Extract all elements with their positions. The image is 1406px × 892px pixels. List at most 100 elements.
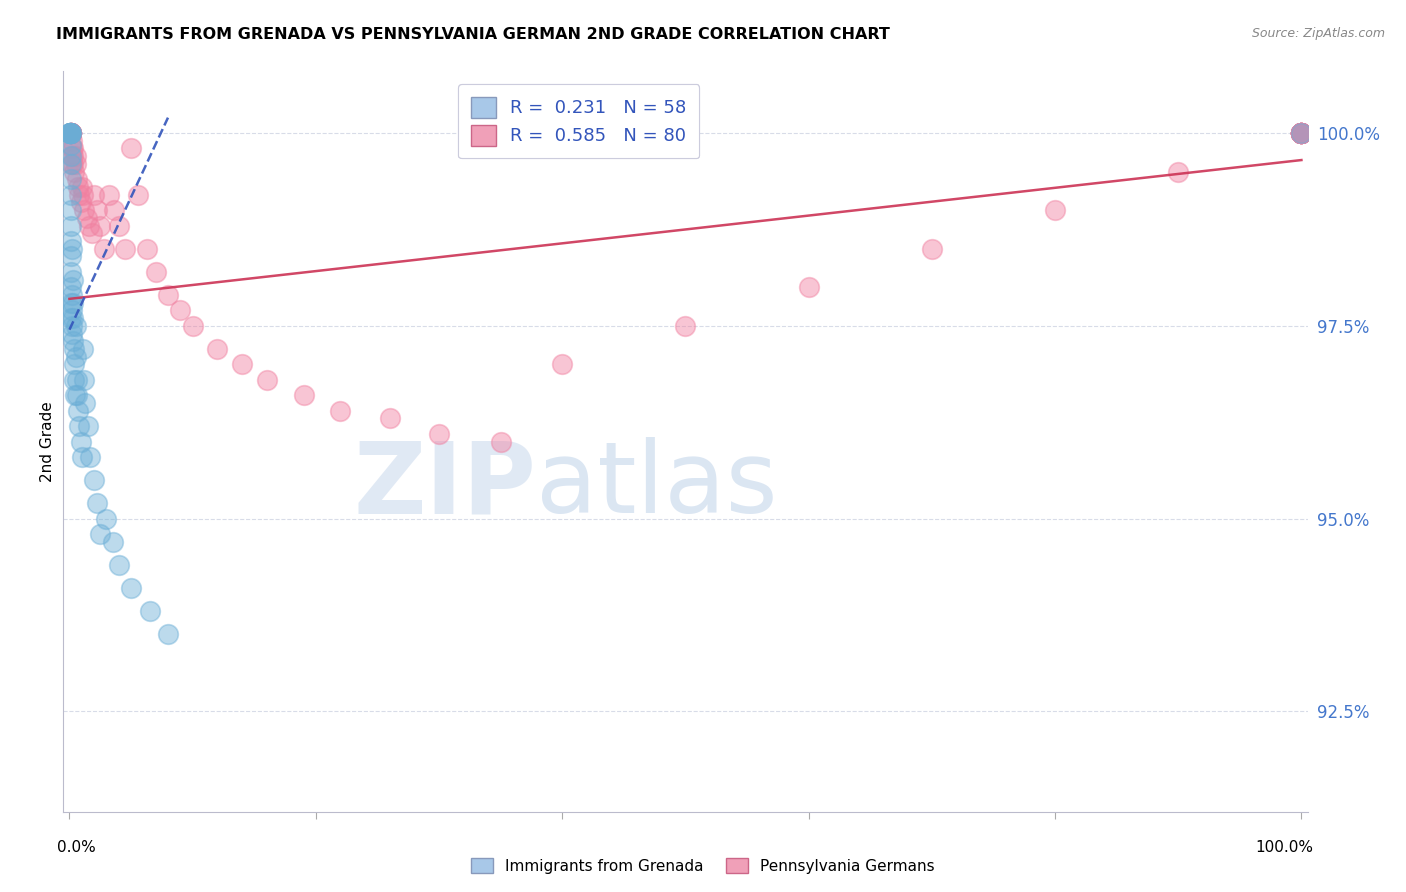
Point: [1291, 126, 1313, 140]
Point: [83, 187, 105, 202]
Point: [62, 295, 84, 310]
Point: [60, 326, 83, 341]
Y-axis label: 2nd Grade: 2nd Grade: [39, 401, 55, 482]
Point: [72, 342, 94, 356]
Point: [59, 219, 82, 233]
Point: [75, 396, 97, 410]
Point: [675, 318, 697, 333]
Point: [63, 164, 86, 178]
Point: [59, 157, 82, 171]
Point: [156, 627, 179, 641]
Point: [59, 126, 82, 140]
Point: [60, 288, 83, 302]
Text: ZIP: ZIP: [353, 437, 536, 534]
Point: [1291, 126, 1313, 140]
Point: [1043, 203, 1066, 218]
Point: [89, 527, 111, 541]
Point: [103, 203, 125, 218]
Point: [1291, 126, 1313, 140]
Point: [1291, 126, 1313, 140]
Point: [63, 373, 86, 387]
Point: [1291, 126, 1313, 140]
Point: [1291, 126, 1313, 140]
Point: [181, 318, 204, 333]
Point: [921, 242, 943, 256]
Point: [145, 265, 167, 279]
Point: [329, 403, 352, 417]
Point: [86, 203, 108, 218]
Point: [59, 126, 82, 140]
Text: 100.0%: 100.0%: [1256, 840, 1313, 855]
Point: [60, 149, 83, 163]
Point: [59, 126, 82, 140]
Point: [60, 134, 83, 148]
Point: [59, 126, 82, 140]
Point: [96, 511, 118, 525]
Point: [797, 280, 820, 294]
Point: [59, 126, 82, 140]
Point: [77, 219, 100, 233]
Point: [1291, 126, 1313, 140]
Point: [70, 450, 93, 464]
Point: [59, 203, 82, 218]
Point: [60, 318, 83, 333]
Point: [59, 126, 82, 140]
Point: [59, 250, 82, 264]
Point: [59, 126, 82, 140]
Point: [1291, 126, 1313, 140]
Point: [120, 141, 142, 155]
Point: [62, 141, 84, 155]
Point: [62, 157, 84, 171]
Point: [60, 157, 83, 171]
Point: [60, 141, 83, 155]
Point: [63, 388, 86, 402]
Point: [60, 295, 83, 310]
Point: [62, 149, 84, 163]
Point: [60, 311, 83, 326]
Point: [551, 358, 574, 372]
Point: [1291, 126, 1313, 140]
Point: [59, 126, 82, 140]
Point: [60, 242, 83, 256]
Point: [60, 303, 83, 318]
Point: [62, 334, 84, 349]
Point: [67, 180, 90, 194]
Point: [67, 419, 90, 434]
Point: [59, 234, 82, 248]
Point: [256, 373, 278, 387]
Point: [59, 126, 82, 140]
Point: [120, 581, 142, 595]
Point: [59, 126, 82, 140]
Point: [59, 126, 82, 140]
Point: [1291, 126, 1313, 140]
Point: [1291, 126, 1313, 140]
Point: [69, 434, 91, 449]
Point: [59, 126, 82, 140]
Point: [77, 419, 100, 434]
Point: [83, 473, 105, 487]
Point: [62, 272, 84, 286]
Point: [1291, 126, 1313, 140]
Point: [127, 187, 149, 202]
Point: [60, 280, 83, 294]
Point: [66, 373, 89, 387]
Point: [93, 242, 115, 256]
Point: [489, 434, 512, 449]
Point: [89, 219, 111, 233]
Point: [1291, 126, 1313, 140]
Point: [59, 126, 82, 140]
Point: [65, 350, 87, 364]
Point: [1291, 126, 1313, 140]
Point: [156, 288, 179, 302]
Point: [59, 126, 82, 140]
Point: [59, 149, 82, 163]
Point: [1291, 126, 1313, 140]
Point: [136, 242, 159, 256]
Text: Source: ZipAtlas.com: Source: ZipAtlas.com: [1251, 27, 1385, 40]
Point: [62, 342, 84, 356]
Point: [1291, 126, 1313, 140]
Point: [59, 126, 82, 140]
Point: [1291, 126, 1313, 140]
Point: [378, 411, 401, 425]
Point: [66, 172, 89, 186]
